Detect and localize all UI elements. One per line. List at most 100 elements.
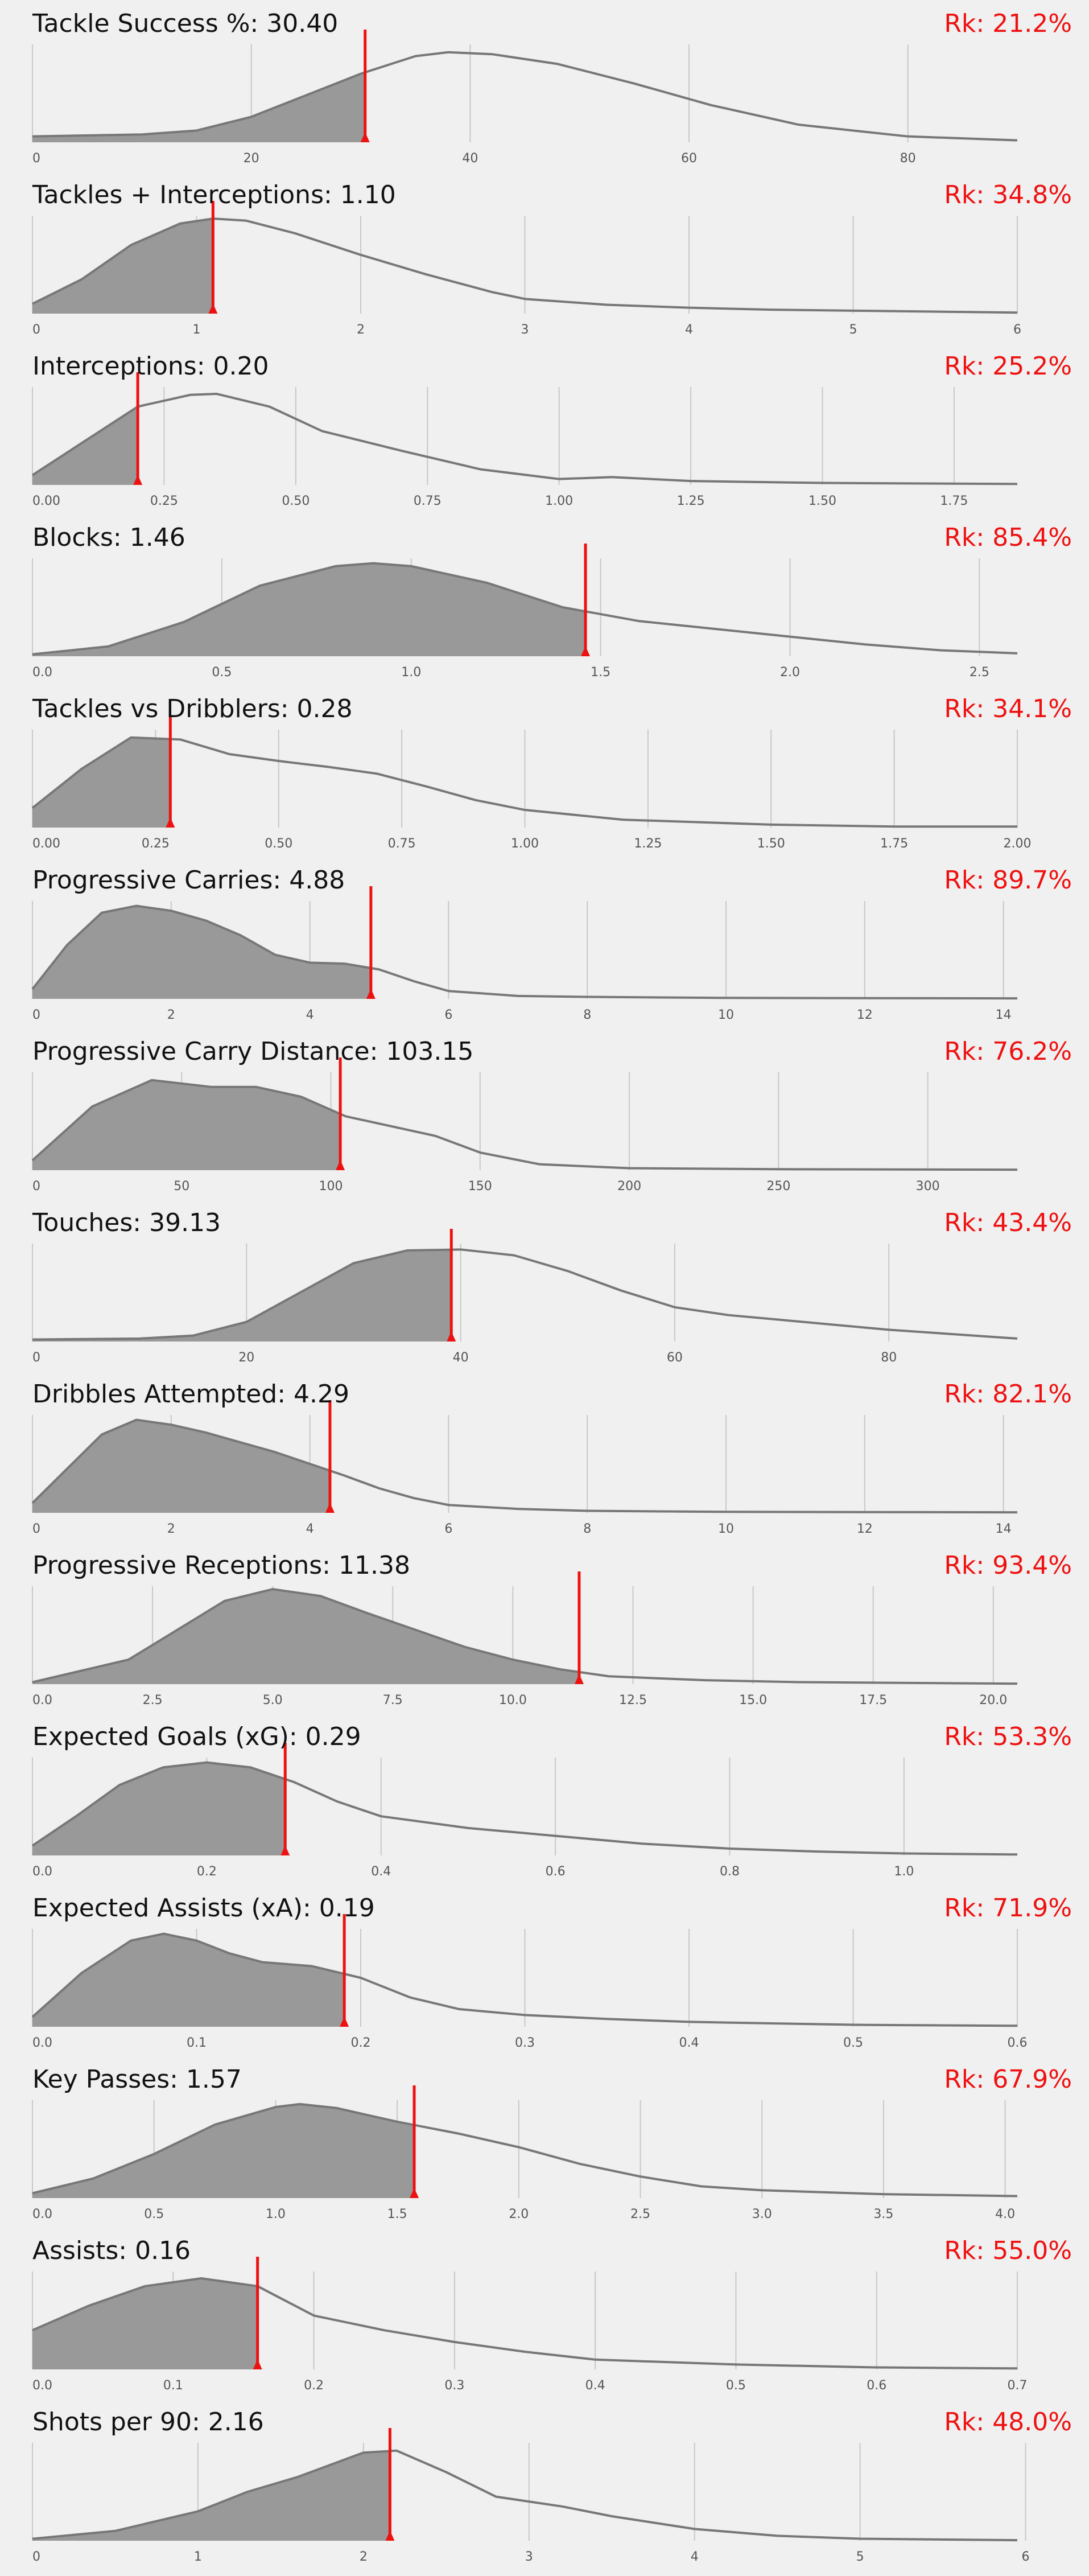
shaded-area bbox=[32, 1589, 579, 1684]
density-plot: 0.0 0.1 0.2 0.3 0.4 0.5 0.6 bbox=[31, 1914, 1028, 2050]
shaded-area bbox=[32, 72, 365, 142]
tick-label: 0.00 bbox=[32, 837, 60, 851]
rank-label: Rk: 48.0% bbox=[944, 2408, 1072, 2437]
density-curve bbox=[31, 1079, 1018, 1171]
tick-label: 0.5 bbox=[212, 665, 232, 680]
tick-label: 0.5 bbox=[726, 2379, 746, 2393]
rank-label: Rk: 76.2% bbox=[944, 1037, 1072, 1066]
shaded-area bbox=[32, 219, 213, 314]
tick-label: 0.2 bbox=[304, 2379, 324, 2393]
density-panel: 0.0 0.5 1.0 1.5 2.0 2.5 3.0 3.5 4.0 Key Passes: 1… bbox=[0, 2056, 1089, 2227]
tick-label: 0.2 bbox=[351, 2036, 371, 2050]
shaded-area bbox=[32, 1762, 286, 1855]
rank-label: Rk: 53.3% bbox=[944, 1722, 1072, 1751]
density-plot: 0 1 2 3 4 5 6 bbox=[32, 2428, 1030, 2564]
tick-label: 3 bbox=[521, 323, 529, 337]
metric-title: Progressive Carries: 4.88 bbox=[32, 866, 345, 895]
density-curve bbox=[31, 1761, 1018, 1856]
density-plot: 0 20 40 60 80 bbox=[32, 30, 1018, 166]
tick-label: 40 bbox=[462, 151, 478, 166]
density-panel: 0 2 4 6 8 10 12 14 Dribbles Attempted: 4.29 Rk: 8… bbox=[0, 1371, 1089, 1542]
tick-label: 1.25 bbox=[634, 837, 662, 851]
value-marker-triangle bbox=[280, 1845, 290, 1855]
metric-title: Tackle Success %: 30.40 bbox=[32, 9, 339, 38]
tick-label: 4.0 bbox=[995, 2207, 1015, 2221]
tick-label: 20 bbox=[238, 1351, 254, 1365]
density-curve bbox=[31, 904, 1018, 1000]
density-plot: 0.00 0.25 0.50 0.75 1.00 1.25 1.50 1.75 2.00 bbox=[31, 715, 1032, 851]
tick-label: 4 bbox=[306, 1008, 314, 1022]
tick-label: 2.5 bbox=[143, 1693, 163, 1707]
density-curve bbox=[31, 393, 1018, 485]
value-marker-triangle bbox=[325, 1503, 335, 1513]
tick-label: 0.25 bbox=[142, 837, 170, 851]
tick-label: 8 bbox=[583, 1008, 591, 1022]
tick-label: 1.5 bbox=[387, 2207, 407, 2221]
tick-label: 80 bbox=[900, 151, 916, 166]
tick-label: 3 bbox=[525, 2550, 533, 2564]
density-panel: 0 20 40 60 80 Touches: 39.13 Rk: 43.4% bbox=[0, 1199, 1089, 1371]
tick-label: 0 bbox=[32, 1179, 40, 1194]
value-marker-triangle bbox=[336, 1160, 345, 1170]
value-marker-triangle bbox=[574, 1674, 584, 1684]
tick-label: 1.0 bbox=[266, 2207, 286, 2221]
rank-label: Rk: 25.2% bbox=[944, 352, 1072, 381]
value-marker-triangle bbox=[166, 817, 175, 828]
tick-label: 0.5 bbox=[843, 2036, 863, 2050]
tick-label: 1.0 bbox=[401, 665, 421, 680]
rank-label: Rk: 67.9% bbox=[944, 2065, 1072, 2094]
tick-label: 1.50 bbox=[808, 494, 836, 508]
shaded-area bbox=[32, 1933, 345, 2027]
metric-title: Key Passes: 1.57 bbox=[32, 2065, 242, 2094]
density-curve bbox=[32, 1588, 1018, 1685]
metric-title: Assists: 0.16 bbox=[32, 2236, 191, 2265]
density-curve bbox=[32, 51, 1018, 142]
tick-label: 250 bbox=[766, 1179, 790, 1194]
tick-label: 2.00 bbox=[1004, 837, 1032, 851]
shaded-area bbox=[32, 2451, 390, 2541]
tick-label: 10 bbox=[718, 1522, 734, 1536]
tick-label: 0.0 bbox=[32, 665, 52, 680]
shaded-area bbox=[32, 406, 138, 485]
tick-label: 0.4 bbox=[585, 2379, 605, 2393]
tick-label: 17.5 bbox=[859, 1693, 887, 1707]
tick-label: 2.0 bbox=[509, 2207, 529, 2221]
tick-label: 150 bbox=[468, 1179, 492, 1194]
rank-label: Rk: 82.1% bbox=[944, 1380, 1072, 1409]
tick-label: 3.0 bbox=[752, 2207, 772, 2221]
tick-label: 2.5 bbox=[630, 2207, 650, 2221]
tick-label: 0 bbox=[32, 1522, 40, 1536]
density-plot: 0.0 0.5 1.0 1.5 2.0 2.5 bbox=[32, 544, 1018, 680]
metric-title: Dribbles Attempted: 4.29 bbox=[32, 1380, 349, 1409]
density-plot: 0.0 0.5 1.0 1.5 2.0 2.5 3.0 3.5 4.0 bbox=[32, 2085, 1018, 2221]
rank-label: Rk: 89.7% bbox=[944, 866, 1072, 895]
density-panel: 0 20 40 60 80 Tackle Success %: 30.40 Rk: 21.2… bbox=[0, 0, 1089, 171]
metric-title: Tackles vs Dribblers: 0.28 bbox=[32, 694, 353, 723]
tick-label: 20.0 bbox=[979, 1693, 1007, 1707]
tick-label: 2.0 bbox=[780, 665, 800, 680]
density-panel: 0 1 2 3 4 5 6 Shots per 90: 2.16 Rk: 48.0% bbox=[0, 2398, 1089, 2570]
rank-label: Rk: 21.2% bbox=[944, 9, 1072, 38]
tick-label: 6 bbox=[1022, 2550, 1030, 2564]
tick-label: 0.75 bbox=[414, 494, 442, 508]
value-marker-triangle bbox=[410, 2188, 419, 2198]
tick-label: 60 bbox=[667, 1351, 683, 1365]
density-curve bbox=[32, 217, 1018, 314]
shaded-area bbox=[32, 1249, 452, 1342]
tick-label: 8 bbox=[583, 1522, 591, 1536]
metric-title: Progressive Carry Distance: 103.15 bbox=[32, 1037, 474, 1066]
tick-label: 50 bbox=[174, 1179, 189, 1194]
density-plot: 0.0 0.2 0.4 0.6 0.8 1.0 bbox=[31, 1743, 1018, 1879]
tick-label: 14 bbox=[996, 1008, 1012, 1022]
shaded-area bbox=[32, 2104, 415, 2198]
tick-label: 0.3 bbox=[444, 2379, 464, 2393]
density-panel: 0.0 0.2 0.4 0.6 0.8 1.0 Expected Goals (xG): 0… bbox=[0, 1713, 1089, 1884]
tick-label: 0.0 bbox=[32, 1865, 52, 1879]
density-curve bbox=[32, 2277, 1018, 2370]
value-marker-triangle bbox=[253, 2359, 262, 2369]
tick-label: 1.75 bbox=[940, 494, 968, 508]
metric-title: Tackles + Interceptions: 1.10 bbox=[32, 180, 396, 209]
tick-label: 1.00 bbox=[511, 837, 539, 851]
rank-label: Rk: 93.4% bbox=[944, 1551, 1072, 1580]
